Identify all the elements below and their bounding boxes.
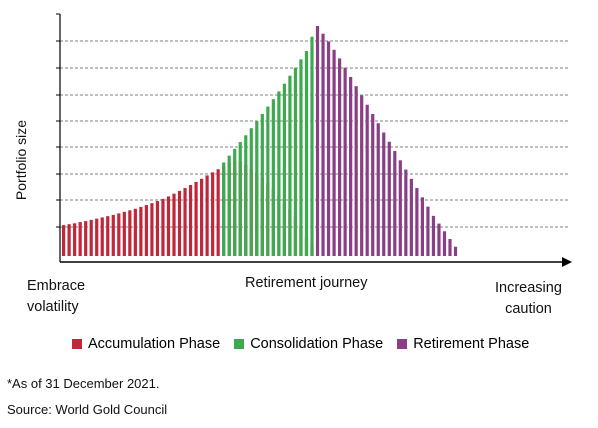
- bar-accumulation: [111, 214, 115, 256]
- bar-retirement: [409, 178, 413, 256]
- legend-item-consolidation: Consolidation Phase: [234, 336, 383, 352]
- bar-accumulation: [78, 222, 82, 256]
- bar-retirement: [338, 58, 342, 256]
- legend: Accumulation Phase Consolidation Phase R…: [72, 336, 529, 352]
- legend-item-retirement: Retirement Phase: [397, 336, 529, 352]
- bar-retirement: [382, 132, 386, 256]
- bar-retirement: [442, 231, 447, 256]
- bar-accumulation: [155, 201, 160, 256]
- bar-accumulation: [84, 221, 88, 256]
- bar-retirement: [448, 239, 452, 256]
- bar-retirement: [365, 104, 369, 256]
- bar-retirement: [398, 160, 402, 256]
- right-axis-label-line2: caution: [505, 301, 552, 318]
- bar-consolidation: [249, 128, 253, 256]
- bar-accumulation: [205, 175, 209, 256]
- bar-retirement: [437, 223, 441, 256]
- bar-accumulation: [161, 198, 165, 256]
- bar-accumulation: [177, 190, 182, 256]
- bar-retirement: [393, 151, 397, 256]
- bar-consolidation: [288, 75, 292, 256]
- bar-consolidation: [266, 106, 270, 256]
- bar-retirement: [360, 95, 364, 257]
- legend-label-accumulation: Accumulation Phase: [88, 336, 221, 352]
- left-axis-label: Embrace volatility: [27, 276, 85, 318]
- bar-accumulation: [67, 224, 71, 256]
- bar-retirement: [326, 41, 331, 256]
- bar-accumulation: [89, 219, 93, 256]
- bar-consolidation: [244, 135, 248, 256]
- bar-retirement: [453, 246, 458, 256]
- legend-item-accumulation: Accumulation Phase: [72, 336, 220, 352]
- bar-retirement: [349, 76, 353, 256]
- bar-accumulation: [194, 181, 198, 256]
- bar-retirement: [315, 26, 320, 256]
- bar-consolidation: [282, 83, 286, 256]
- y-axis-label: Portfolio size: [13, 119, 29, 201]
- bar-retirement: [404, 169, 408, 256]
- bar-accumulation: [150, 203, 154, 256]
- bar-retirement: [431, 215, 436, 256]
- x-axis-label: Retirement journey: [245, 275, 368, 291]
- bar-accumulation: [106, 216, 110, 256]
- bar-consolidation: [255, 121, 259, 256]
- bar-accumulation: [216, 169, 220, 256]
- bar-retirement: [343, 67, 347, 257]
- bar-retirement: [332, 49, 336, 256]
- bar-consolidation: [222, 162, 226, 256]
- left-axis-label-line1: Embrace: [27, 278, 86, 294]
- bar-accumulation: [73, 223, 77, 256]
- left-axis-label-line2: volatility: [27, 299, 79, 316]
- y-ticks: [56, 13, 60, 228]
- right-axis-label: Increasing caution: [495, 278, 562, 320]
- bar-retirement: [321, 33, 325, 256]
- bar-accumulation: [100, 217, 104, 256]
- right-axis-label-line1: Increasing: [495, 280, 562, 296]
- bar-consolidation: [310, 36, 314, 257]
- bar-accumulation: [211, 172, 215, 256]
- legend-swatch-retirement: [397, 339, 408, 349]
- legend-swatch-accumulation: [72, 339, 82, 349]
- bar-accumulation: [183, 188, 187, 256]
- bar-consolidation: [293, 67, 298, 257]
- bar-accumulation: [166, 196, 171, 256]
- legend-label-consolidation: Consolidation Phase: [250, 336, 384, 352]
- bar-accumulation: [128, 210, 132, 256]
- bar-consolidation: [277, 91, 281, 256]
- bar-consolidation: [271, 99, 275, 256]
- bar-accumulation: [133, 208, 137, 256]
- bar-accumulation: [200, 178, 204, 256]
- bar-accumulation: [62, 225, 66, 256]
- bar-accumulation: [144, 205, 148, 256]
- bars: [62, 26, 458, 257]
- bar-accumulation: [188, 184, 193, 256]
- bar-accumulation: [139, 206, 143, 256]
- bar-accumulation: [122, 211, 126, 256]
- bar-retirement: [426, 206, 430, 256]
- bar-accumulation: [117, 213, 121, 256]
- bar-consolidation: [238, 142, 242, 256]
- bar-retirement: [376, 123, 380, 256]
- date-note: *As of 31 December 2021.: [7, 376, 160, 391]
- bar-consolidation: [260, 113, 264, 257]
- legend-label-retirement: Retirement Phase: [413, 336, 530, 352]
- bar-consolidation: [299, 59, 303, 257]
- bar-accumulation: [172, 193, 176, 256]
- bar-retirement: [415, 188, 419, 256]
- bar-retirement: [420, 197, 424, 256]
- bar-retirement: [387, 141, 391, 256]
- gridlines: [60, 40, 570, 228]
- legend-swatch-consolidation: [234, 339, 245, 349]
- bar-consolidation: [304, 51, 309, 257]
- source-note: Source: World Gold Council: [7, 402, 168, 417]
- bar-retirement: [371, 113, 375, 257]
- bar-consolidation: [227, 155, 231, 256]
- bar-accumulation: [95, 218, 99, 256]
- bar-retirement: [354, 86, 358, 256]
- chart-svg: [56, 13, 572, 267]
- bar-consolidation: [233, 148, 237, 256]
- x-axis-arrow: [562, 257, 572, 267]
